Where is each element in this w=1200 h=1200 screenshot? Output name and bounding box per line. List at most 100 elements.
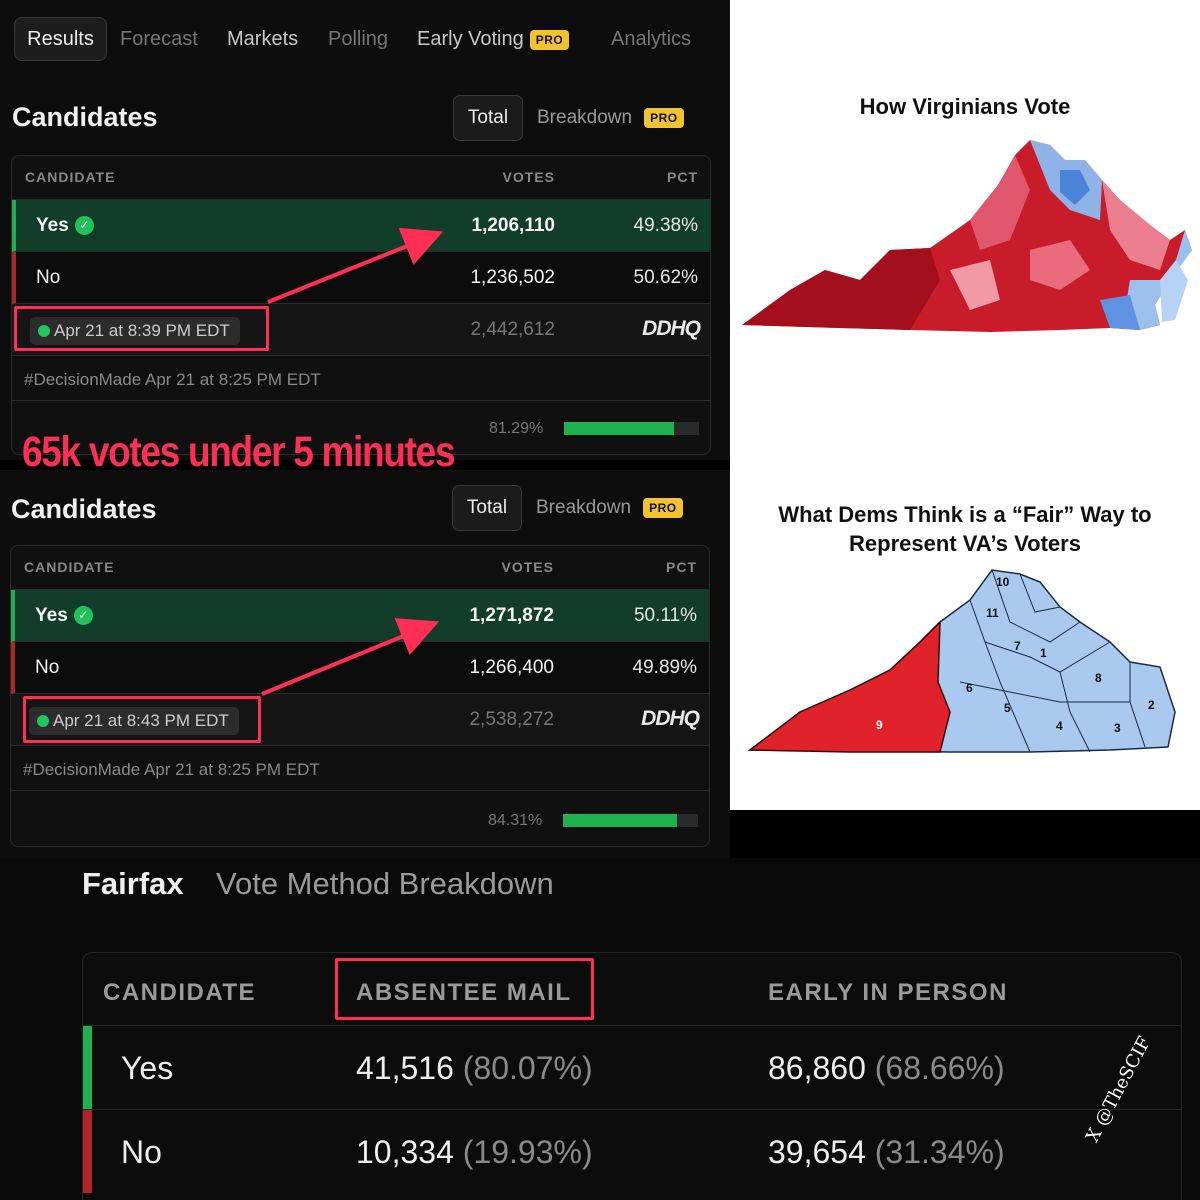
tab-results[interactable]: Results (14, 17, 107, 61)
absentee-votes: 10,334 (19.93%) (356, 1134, 593, 1170)
candidate-name: No (36, 267, 61, 288)
reporting-progress-bar (563, 814, 698, 827)
district-label: 11 (986, 606, 999, 620)
candidate-name: No (35, 657, 60, 678)
annotation-arrows (261, 227, 444, 696)
map-how-virginians-vote: How Virginians Vote (730, 0, 1200, 500)
candidate-pct: 49.38% (633, 215, 698, 236)
toggle-breakdown-button[interactable]: Breakdown PRO (537, 107, 684, 129)
pro-badge: PRO (529, 29, 570, 50)
highlight-box-timestamp-1 (14, 306, 269, 351)
table-row-yes[interactable]: Yes ✓ 1,271,872 50.11% (11, 590, 709, 642)
toggle-breakdown-button[interactable]: Breakdown PRO (536, 497, 683, 519)
map-title: What Dems Think is a “Fair” Way to Repres… (778, 502, 1152, 556)
divider (11, 790, 709, 791)
total-votes: 2,442,612 (470, 319, 555, 340)
district-label: 2 (1148, 698, 1155, 712)
yes-indicator (83, 1026, 92, 1109)
candidate-pct: 50.11% (633, 605, 697, 626)
candidate-name: Yes ✓ (35, 605, 93, 627)
tab-early-voting[interactable]: Early Voting PRO (417, 28, 570, 51)
candidate-name: Yes (121, 1050, 174, 1086)
district-label: 10 (996, 575, 1010, 589)
map-title: How Virginians Vote (859, 94, 1071, 119)
top-nav: Results Forecast Markets Polling Early V… (0, 0, 730, 78)
pro-badge: PRO (644, 107, 684, 128)
absentee-votes: 41,516 (80.07%) (356, 1050, 593, 1086)
fairfax-breakdown: Fairfax Vote Method Breakdown CANDIDATE … (0, 858, 1200, 1200)
ddhq-logo-icon: DDHQ (642, 317, 701, 340)
update-timestamp: Apr 21 at 8:39 PM EDT (30, 317, 240, 345)
district-label: 3 (1114, 721, 1121, 735)
table-row-no[interactable]: No 1,236,502 50.62% (12, 252, 710, 304)
checkmark-icon: ✓ (74, 216, 94, 235)
panel-title: Candidates (12, 102, 158, 132)
update-timestamp: Apr 21 at 8:43 PM EDT (29, 707, 239, 735)
reporting-progress-fill (563, 814, 677, 827)
vote-method-table: CANDIDATE ABSENTEE MAIL EARLY IN PERSON … (82, 952, 1182, 1200)
candidate-pct: 50.62% (633, 267, 698, 288)
district-label: 4 (1056, 719, 1063, 733)
arrow-1 (267, 227, 444, 304)
candidate-pct: 49.89% (632, 657, 697, 678)
tab-early-voting-label: Early Voting (417, 28, 524, 50)
candidate-name: No (121, 1134, 162, 1170)
district-label: 8 (1095, 671, 1102, 685)
toggle-total-button[interactable]: Total (452, 485, 522, 531)
highlight-box-absentee (335, 958, 594, 1020)
decision-made-note: #DecisionMade Apr 21 at 8:25 PM EDT (23, 760, 320, 779)
header-candidate: CANDIDATE (24, 559, 115, 575)
live-dot-icon (37, 715, 49, 727)
no-indicator (83, 1110, 92, 1193)
table-row-yes[interactable]: Yes ✓ 1,206,110 49.38% (12, 200, 710, 252)
district-label: 1 (1040, 646, 1047, 660)
district-label: 9 (876, 718, 883, 732)
reporting-percent: 84.31% (488, 812, 543, 829)
table-row-total: Apr 21 at 8:43 PM EDT 2,538,272 DDHQ (11, 694, 709, 746)
tab-analytics[interactable]: Analytics (611, 28, 692, 50)
early-votes: 39,654 (31.34%) (768, 1134, 1005, 1170)
arrow-2 (261, 618, 440, 696)
candidate-votes: 1,206,110 (471, 215, 555, 236)
header-pct: PCT (666, 559, 697, 575)
divider (12, 400, 710, 401)
virginia-district-map: 10 11 7 1 6 8 5 4 3 2 9 (747, 569, 1176, 753)
table-row-no[interactable]: No 1,266,400 49.89% (11, 642, 709, 694)
reporting-percent: 81.29% (489, 420, 544, 437)
panel-title: Candidates (11, 494, 157, 524)
district-label: 5 (1004, 701, 1011, 715)
table-row-no[interactable]: No 10,334 (19.93%) 39,654 (31.34%) (83, 1109, 1181, 1193)
checkmark-icon: ✓ (73, 606, 93, 625)
live-dot-icon (38, 325, 50, 337)
candidates-panel-2: Candidates Total Breakdown PRO CANDIDATE … (0, 470, 730, 858)
header-votes: VOTES (501, 559, 554, 575)
toggle-breakdown-label: Breakdown (536, 497, 632, 518)
candidate-name: Yes ✓ (36, 215, 94, 237)
results-table: CANDIDATE VOTES PCT Yes ✓ 1,206,110 49.38… (11, 155, 711, 455)
results-table: CANDIDATE VOTES PCT Yes ✓ 1,271,872 50.11… (10, 545, 710, 847)
header-votes: VOTES (502, 169, 555, 185)
candidate-votes: 1,271,872 (469, 605, 554, 626)
breakdown-subtitle: Vote Method Breakdown (216, 866, 554, 901)
virginia-county-map (742, 140, 1192, 332)
district-label: 6 (966, 681, 973, 695)
header-candidate: CANDIDATE (25, 169, 116, 185)
tab-polling[interactable]: Polling (328, 28, 389, 50)
header-candidate: CANDIDATE (103, 979, 257, 1006)
table-row-yes[interactable]: Yes 41,516 (80.07%) 86,860 (68.66%) (83, 1025, 1181, 1109)
decision-made-note: #DecisionMade Apr 21 at 8:25 PM EDT (24, 370, 321, 389)
table-header: CANDIDATE VOTES PCT (12, 156, 710, 200)
early-votes: 86,860 (68.66%) (768, 1050, 1005, 1086)
toggle-breakdown-label: Breakdown (537, 107, 633, 128)
reporting-progress-fill (564, 422, 674, 435)
reporting-progress-bar (564, 422, 699, 435)
county-title: Fairfax (82, 866, 184, 901)
tab-markets[interactable]: Markets (227, 28, 299, 50)
district-label: 7 (1014, 639, 1021, 653)
table-row-total: Apr 21 at 8:39 PM EDT 2,442,612 DDHQ (12, 304, 710, 356)
toggle-total-button[interactable]: Total (453, 95, 523, 141)
tab-forecast[interactable]: Forecast (120, 28, 198, 50)
annotation-text: 65k votes under 5 minutes (22, 428, 456, 476)
table-header: CANDIDATE VOTES PCT (11, 546, 709, 590)
candidate-votes: 1,236,502 (470, 267, 555, 288)
